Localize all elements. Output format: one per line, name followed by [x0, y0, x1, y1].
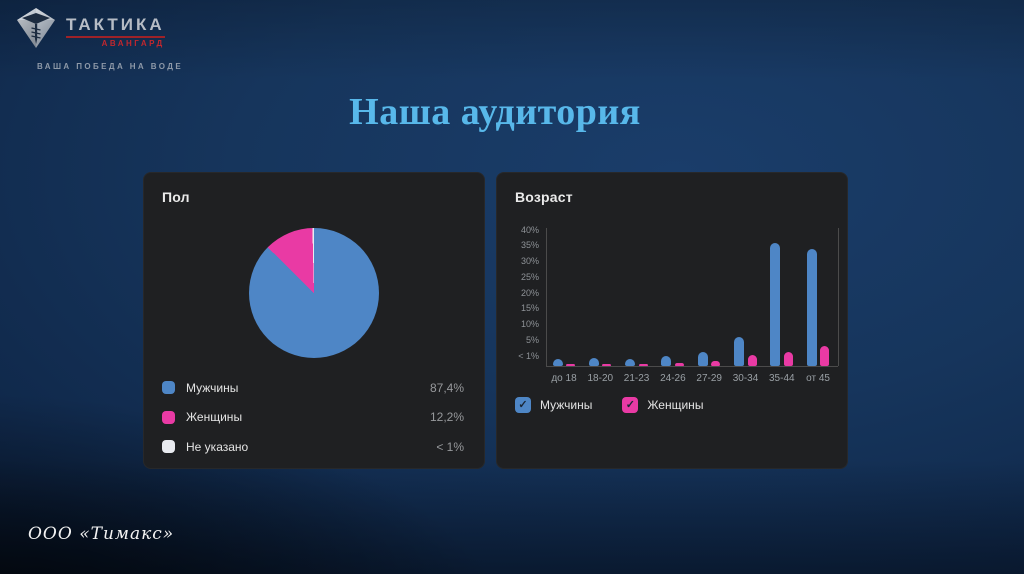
- y-axis-tick-8: < 1%: [518, 350, 539, 361]
- gender-legend: Мужчины 87,4% Женщины 12,2% Не указано < 1%: [162, 373, 464, 462]
- bar-women-35-44: [783, 352, 793, 366]
- age-legend-item-1: ✓ Женщины: [622, 397, 703, 413]
- y-axis-tick-6: 10%: [520, 319, 539, 329]
- women-checkbox[interactable]: ✓: [622, 397, 639, 413]
- bar-women-24-26: [674, 362, 684, 366]
- y-axis-tick-7: 5%: [525, 334, 539, 345]
- bar-women-27-29: [711, 360, 721, 366]
- logo-tagline: ВАША ПОБЕДА НА ВОДЕ: [37, 62, 184, 71]
- gender-legend-row-0: Мужчины 87,4%: [162, 373, 464, 403]
- bar-men-35-44: [770, 242, 781, 366]
- y-axis-tick-4: 20%: [520, 287, 539, 298]
- bar-women-до 18: [566, 363, 575, 366]
- logo-brand-text: ТАКТИКА: [66, 16, 165, 38]
- x-axis-label-1: 18-20: [587, 373, 614, 384]
- bar-women-18-20: [602, 363, 612, 366]
- age-panel: Возраст 40% 35% 30% 25% 20% 15% 10% 5% < 1% до 18…: [496, 172, 848, 469]
- unspecified-swatch-icon: [162, 440, 175, 454]
- bar-women-от 45: [820, 346, 830, 366]
- gender-legend-value: < 1%: [436, 439, 464, 454]
- stats-panels: Пол Мужчины 87,4% Женщины 12,2% Не указано < …: [143, 172, 848, 469]
- age-legend-label: Мужчины: [540, 398, 593, 412]
- bar-men-24-26: [661, 356, 672, 366]
- age-panel-title: Возраст: [515, 189, 573, 205]
- logo-subbrand-text: АВАНГАРД: [101, 39, 165, 48]
- gender-legend-value: 12,2%: [429, 410, 464, 425]
- age-legend-item-0: ✓ Мужчины: [515, 397, 592, 413]
- bar-men-30-34: [734, 337, 744, 366]
- y-axis-tick-5: 15%: [520, 303, 539, 314]
- x-axis-label-4: 27-29: [696, 373, 722, 384]
- y-axis-tick-0: 40%: [520, 224, 539, 235]
- gender-legend-row-1: Женщины 12,2%: [162, 403, 464, 433]
- men-checkbox[interactable]: ✓: [515, 397, 531, 413]
- x-axis-line: [546, 366, 838, 367]
- x-axis-label-6: 35-44: [769, 373, 795, 384]
- y-axis-tick-2: 30%: [520, 256, 539, 266]
- gender-legend-label: Не указано: [186, 439, 249, 454]
- bar-men-от 45: [806, 248, 817, 366]
- shield-trident-icon: [16, 7, 56, 54]
- brand-logo: ТАКТИКА АВАНГАРД ВАША ПОБЕДА НА ВОДЕ: [16, 7, 183, 71]
- bar-men-27-29: [697, 352, 708, 366]
- gender-legend-value: 87,4%: [429, 380, 464, 395]
- bar-men-18-20: [588, 357, 599, 366]
- x-axis-label-0: до 18: [551, 373, 577, 384]
- y-axis-tick-1: 35%: [520, 240, 539, 251]
- bar-women-30-34: [747, 354, 757, 366]
- age-legend-label: Женщины: [647, 398, 704, 412]
- gender-pie-chart: [249, 228, 379, 358]
- company-footer: ООО «Тимакс»: [28, 524, 175, 544]
- men-swatch-icon: [162, 381, 175, 395]
- x-axis-label-7: от 45: [806, 373, 830, 384]
- x-axis-label-5: 30-34: [732, 373, 759, 384]
- gender-legend-row-2: Не указано < 1%: [162, 432, 464, 462]
- x-axis-label-2: 21-23: [623, 373, 650, 384]
- bar-women-21-23: [638, 363, 648, 366]
- women-swatch-icon: [162, 410, 175, 424]
- gender-panel-title: Пол: [162, 189, 190, 205]
- age-bar-chart: 40% 35% 30% 25% 20% 15% 10% 5% < 1% до 18 18-20 21-…: [497, 173, 847, 468]
- page-title: Наша аудитория: [349, 91, 641, 133]
- x-axis-label-3: 24-26: [660, 373, 686, 384]
- bar-men-до 18: [552, 358, 563, 366]
- bar-men-21-23: [625, 358, 636, 366]
- y-axis-line: [546, 228, 547, 366]
- y-axis-tick-3: 25%: [520, 271, 539, 282]
- age-legend: ✓ Мужчины ✓ Женщины: [515, 397, 703, 413]
- gender-panel: Пол Мужчины 87,4% Женщины 12,2% Не указано < …: [143, 172, 485, 469]
- gender-legend-label: Мужчины: [186, 380, 239, 395]
- right-axis-line: [838, 228, 839, 366]
- gender-legend-label: Женщины: [186, 410, 243, 425]
